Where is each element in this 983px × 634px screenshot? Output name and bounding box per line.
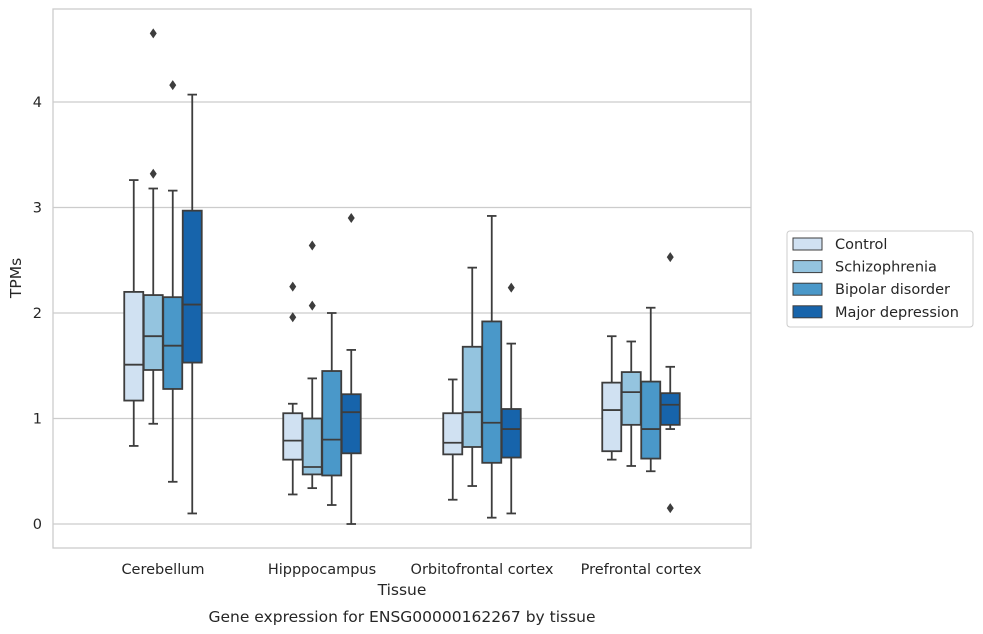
y-tick-label: 0 <box>33 517 42 533</box>
plot-background <box>53 9 751 548</box>
box-iqr <box>162 296 184 390</box>
outlier-point <box>149 28 157 39</box>
box-iqr <box>142 294 164 371</box>
box-iqr <box>601 381 623 453</box>
outlier-point <box>347 213 355 224</box>
legend-swatch <box>792 237 823 251</box>
box-bipolar-disorder <box>162 80 184 483</box>
chart-caption: Gene expression for ENSG00000162267 by t… <box>208 608 595 626</box>
legend-swatch <box>792 305 823 319</box>
box-iqr <box>282 412 304 461</box>
box-schizophrenia <box>142 28 164 425</box>
box-control <box>601 335 623 461</box>
legend: Control Schizophrenia Bipolar disorder Majo… <box>786 230 974 328</box>
box-iqr <box>620 371 642 426</box>
outlier-point <box>308 240 316 251</box>
legend-label: Bipolar disorder <box>835 282 950 298</box>
legend-label: Control <box>835 237 887 253</box>
x-tick-label: Hipppocampus <box>268 562 376 578</box>
legend-swatch <box>792 282 823 296</box>
y-tick-labels: 0 1 2 3 4 <box>33 95 42 533</box>
box-iqr <box>321 370 343 477</box>
box-iqr <box>659 392 681 426</box>
y-tick-label: 1 <box>33 412 42 428</box>
outlier-point <box>666 252 674 263</box>
legend-frame <box>786 230 974 328</box>
box-major-depression <box>500 282 522 515</box>
outlier-point <box>149 168 157 179</box>
y-tick-label: 2 <box>33 306 42 322</box>
y-tick-label: 4 <box>33 95 42 111</box>
box-iqr <box>481 320 503 464</box>
outlier-point <box>507 282 515 293</box>
box-major-depression <box>659 252 681 514</box>
outlier-point <box>289 312 297 323</box>
x-tick-labels: Cerebellum Hipppocampus Orbitofrontal cort… <box>121 562 701 578</box>
box-iqr <box>500 408 522 459</box>
outlier-point <box>308 300 316 311</box>
box-iqr <box>442 412 464 456</box>
box-bipolar-disorder <box>481 215 503 519</box>
outlier-point <box>289 281 297 292</box>
box-iqr <box>301 417 323 476</box>
y-axis-label: TPMs <box>7 258 25 299</box>
box-major-depression <box>181 93 203 515</box>
plot-frame <box>52 8 752 549</box>
outlier-point <box>666 503 674 514</box>
legend-swatch <box>792 260 823 274</box>
box-iqr <box>640 380 662 460</box>
box-control <box>282 281 304 496</box>
box-schizophrenia <box>461 266 483 487</box>
box-iqr <box>181 209 203 364</box>
box-major-depression <box>340 213 362 525</box>
x-tick-label: Orbitofrontal cortex <box>411 562 554 578</box>
box-iqr <box>123 290 145 402</box>
x-tick-label: Prefrontal cortex <box>581 562 702 578</box>
legend-label: Schizophrenia <box>835 260 937 276</box>
box-iqr <box>340 393 362 455</box>
y-tick-label: 3 <box>33 201 42 217</box>
x-tick-label: Cerebellum <box>121 562 204 578</box>
box-iqr <box>461 345 483 448</box>
x-axis-label: Tissue <box>377 581 427 599</box>
legend-label: Major depression <box>835 305 959 321</box>
outlier-point <box>169 80 177 91</box>
box-groups <box>123 28 681 525</box>
box-schizophrenia <box>301 240 323 490</box>
